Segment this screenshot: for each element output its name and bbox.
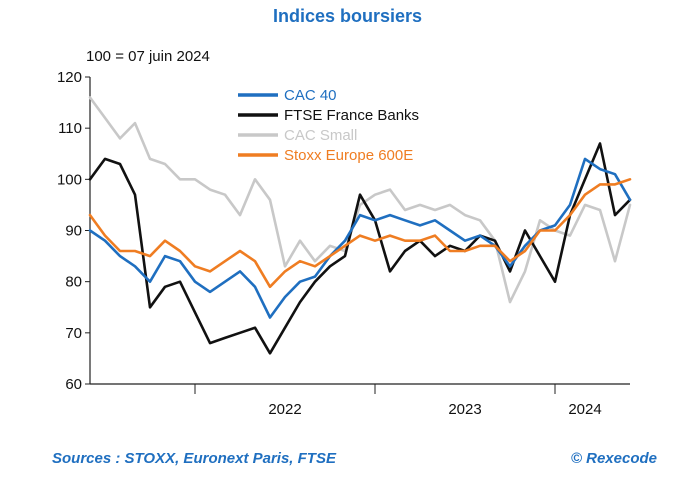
y-tick-label: 80 (65, 274, 82, 291)
series-line-cac-small (88, 96, 632, 304)
x-tick-label: 2023 (448, 401, 481, 418)
series-line-stoxx-europe-600e (88, 178, 632, 289)
series-line-cac-40 (88, 157, 632, 319)
index-base-label: 100 = 07 juin 2024 (86, 48, 210, 65)
y-tick-label: 110 (58, 120, 82, 137)
x-tick-label: 2024 (568, 401, 601, 418)
source-note: Sources : STOXX, Euronext Paris, FTSE (52, 450, 336, 467)
y-tick-label: 120 (57, 69, 82, 86)
legend-label: CAC 40 (284, 87, 337, 104)
y-tick-label: 100 (57, 171, 82, 188)
copyright-note: © Rexecode (570, 450, 657, 467)
chart-title: Indices boursiers (272, 6, 423, 26)
series-line-ftse-france-banks (88, 142, 632, 355)
legend-label: Stoxx Europe 600E (284, 147, 413, 164)
y-tick-label: 60 (65, 376, 82, 393)
y-tick-label: 70 (65, 325, 82, 342)
legend-label: CAC Small (284, 127, 357, 144)
legend-label: FTSE France Banks (284, 107, 419, 124)
x-tick-label: 2022 (268, 401, 301, 418)
y-tick-label: 90 (65, 223, 82, 240)
